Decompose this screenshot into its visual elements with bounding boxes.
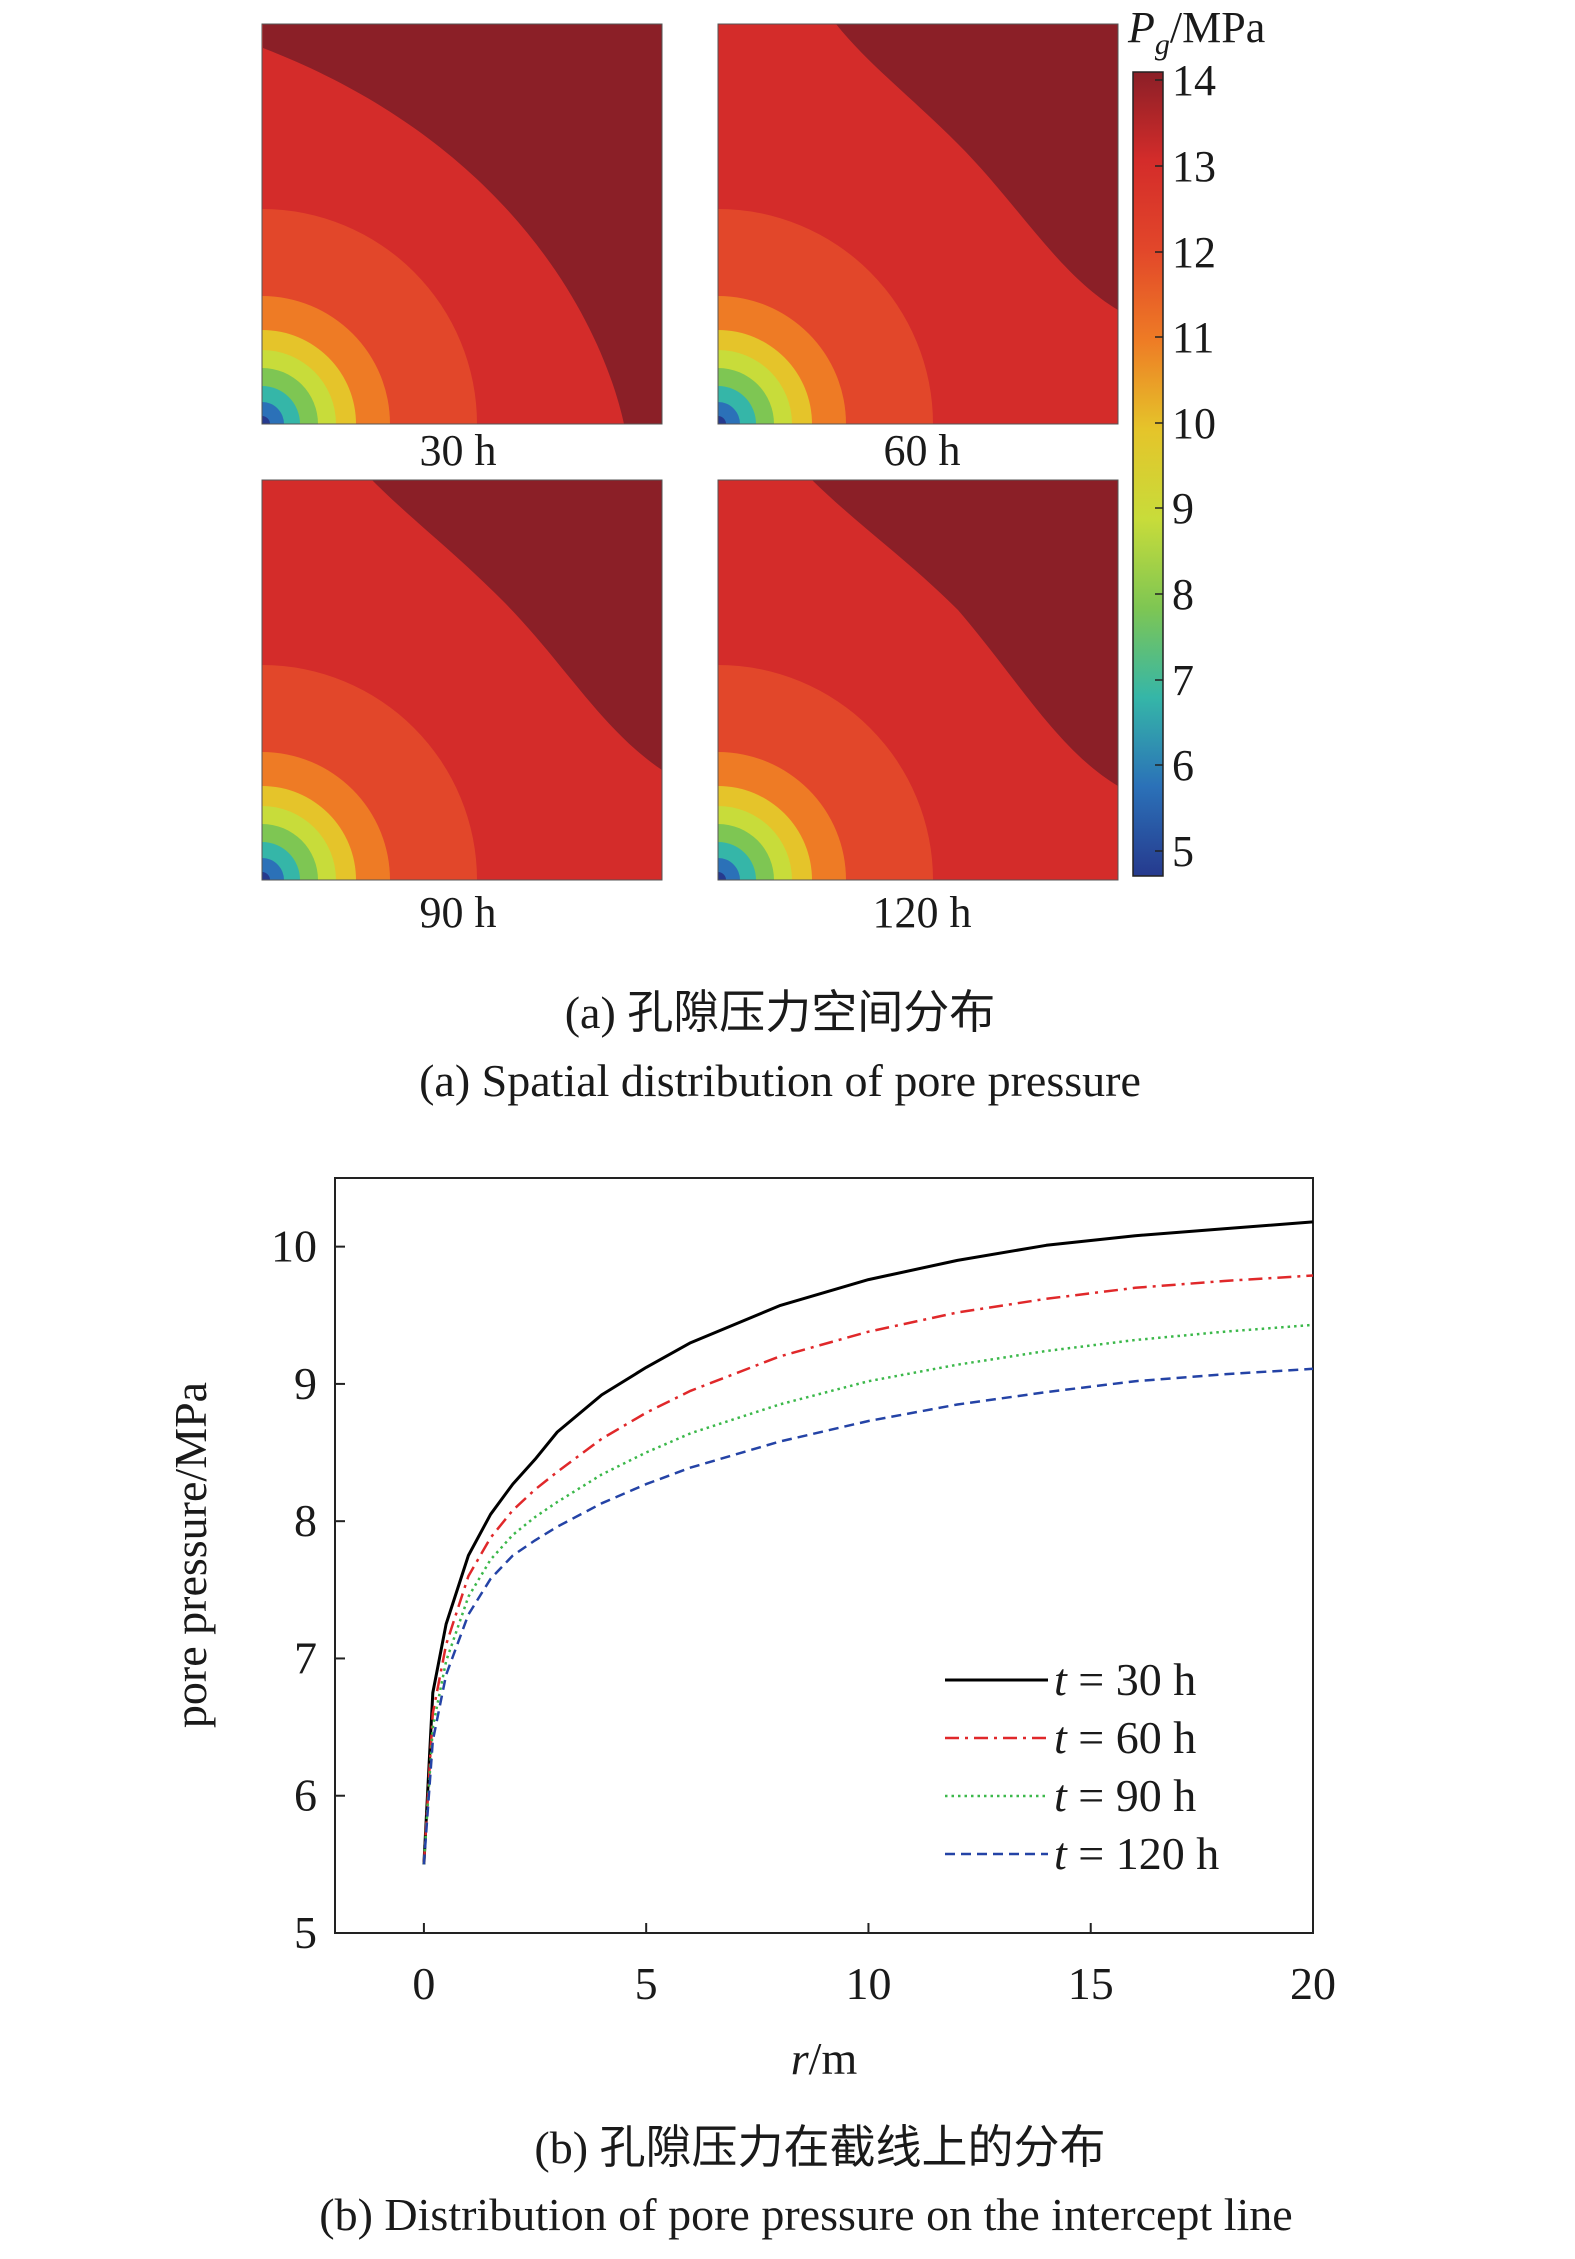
y-ticks: 5 6 7 8 9 10 [271, 1221, 345, 1958]
colorbar-title-unit: /MPa [1170, 3, 1265, 52]
map-label-120h: 120 h [873, 888, 972, 937]
colorbar-tick-label: 14 [1172, 56, 1216, 105]
caption-a-cn: (a) 孔隙压力空间分布 [565, 987, 996, 1038]
pressure-ring [262, 872, 270, 880]
x-tick-label: 15 [1068, 1958, 1114, 2009]
y-tick-label: 6 [294, 1770, 317, 1821]
high-pressure-zone [812, 480, 1118, 786]
map-frame [717, 479, 1119, 881]
x-tick-label: 20 [1290, 1958, 1336, 2009]
high-pressure-zone [263, 24, 662, 424]
legend-symbol: t [1054, 1828, 1068, 1879]
legend-symbol: t [1054, 1770, 1068, 1821]
contour-map-60h [717, 23, 1119, 425]
pressure-rings [718, 209, 933, 424]
legend-symbol: t [1054, 1654, 1068, 1705]
high-pressure-zone [372, 480, 662, 770]
legend-value: = 90 h [1067, 1770, 1196, 1821]
caption-b-cn: (b) 孔隙压力在截线上的分布 [534, 2122, 1105, 2173]
legend-label-90h: t = 90 h [1054, 1770, 1196, 1821]
colorbar-tick-label: 5 [1172, 827, 1194, 876]
panel-b: 0 5 10 15 20 5 6 7 8 9 10 t = 30 h t = 60 h t = 9… [165, 1177, 1336, 2240]
caption-a-en: (a) Spatial distribution of pore pressur… [419, 1055, 1141, 1106]
high-pressure-zone [836, 24, 1118, 310]
legend-value: = 60 h [1067, 1712, 1196, 1763]
colorbar-tick-label: 10 [1172, 399, 1216, 448]
map-frame [261, 23, 663, 425]
x-axis-unit: /m [809, 2033, 858, 2084]
colorbar-ticks [1155, 79, 1163, 852]
colorbar-tick-label: 13 [1172, 142, 1216, 191]
map-label-60h: 60 h [884, 426, 961, 475]
y-axis-label: pore pressure/MPa [165, 1382, 216, 1728]
pressure-rings [262, 665, 477, 880]
colorbar-tick-label: 7 [1172, 656, 1194, 705]
map-label-90h: 90 h [420, 888, 497, 937]
series-line-1 [422, 1220, 1314, 1865]
colorbar-title-subscript: g [1155, 28, 1170, 61]
x-tick-label: 0 [412, 1958, 435, 2009]
panel-a: 30 h 60 h 90 h 120 h Pg/MPa 14 13 12 11 … [261, 3, 1265, 1106]
legend-label-60h: t = 60 h [1054, 1712, 1196, 1763]
pressure-ring [718, 872, 726, 880]
series-lines [422, 1220, 1314, 1865]
series-line-4 [422, 1367, 1314, 1865]
colorbar-title: Pg/MPa [1127, 3, 1265, 61]
colorbar [1132, 71, 1164, 877]
colorbar-tick-label: 8 [1172, 570, 1194, 619]
y-tick-label: 5 [294, 1907, 317, 1958]
x-tick-label: 10 [845, 1958, 891, 2009]
legend: t = 30 h t = 60 h t = 90 h t = 120 h [945, 1654, 1219, 1879]
y-tick-label: 8 [294, 1495, 317, 1546]
map-frame [717, 23, 1119, 425]
pressure-rings [718, 665, 933, 880]
caption-b-en: (b) Distribution of pore pressure on the… [319, 2189, 1292, 2240]
pressure-ring [262, 416, 270, 424]
x-axis-symbol: r [791, 2033, 810, 2084]
y-tick-label: 9 [294, 1358, 317, 1409]
contour-map-90h [261, 479, 663, 881]
pressure-rings [262, 209, 477, 424]
map-label-30h: 30 h [420, 426, 497, 475]
legend-label-120h: t = 120 h [1054, 1828, 1219, 1879]
legend-value: = 30 h [1067, 1654, 1196, 1705]
legend-label-30h: t = 30 h [1054, 1654, 1196, 1705]
colorbar-tick-labels: 14 13 12 11 10 9 8 7 6 5 [1172, 56, 1216, 876]
colorbar-tick-label: 6 [1172, 741, 1194, 790]
legend-value: = 120 h [1067, 1828, 1219, 1879]
y-tick-label: 7 [294, 1632, 317, 1683]
contour-map-120h [717, 479, 1119, 881]
colorbar-tick-label: 11 [1172, 313, 1214, 362]
x-axis-label: r/m [791, 2033, 858, 2084]
legend-symbol: t [1054, 1712, 1068, 1763]
plot-frame [334, 1177, 1314, 1934]
y-tick-label: 10 [271, 1221, 317, 1272]
contour-map-30h [261, 23, 663, 425]
colorbar-tick-label: 12 [1172, 228, 1216, 277]
series-line-2 [422, 1274, 1314, 1865]
pressure-ring [718, 416, 726, 424]
map-frame [261, 479, 663, 881]
colorbar-tick-label: 9 [1172, 484, 1194, 533]
x-tick-label: 5 [635, 1958, 658, 2009]
colorbar-title-symbol: P [1127, 3, 1155, 52]
series-line-3 [422, 1323, 1314, 1865]
x-ticks: 0 5 10 15 20 [412, 1923, 1336, 2009]
